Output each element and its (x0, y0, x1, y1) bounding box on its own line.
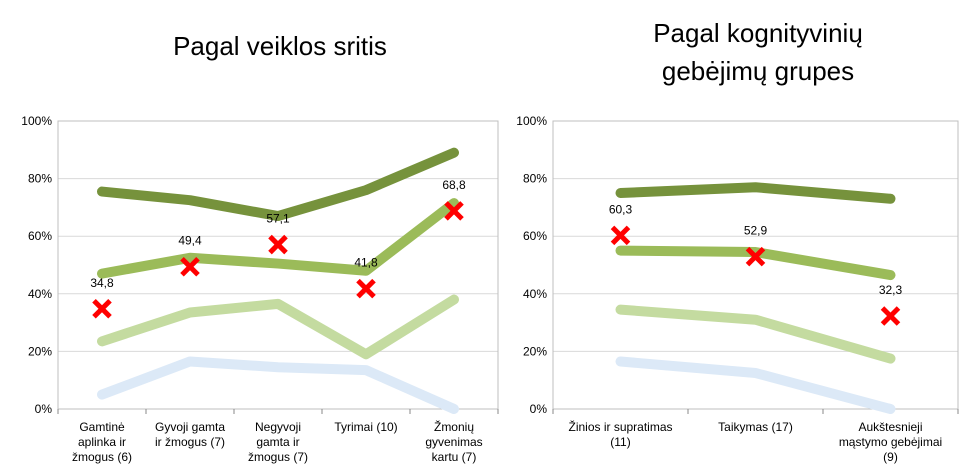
cross-stroke (880, 306, 901, 326)
cross-stroke (92, 299, 112, 319)
cross-marker (610, 225, 631, 246)
series-line (97, 198, 459, 279)
y-tick-label: 20% (28, 344, 52, 358)
cross-stroke (444, 201, 464, 221)
x-tick-label: Taikymas (17) (718, 420, 793, 434)
x-tick-label-line: gamta ir (256, 435, 299, 449)
x-tick-label: Gamtinė aplinka ir žmogus (6) (72, 420, 132, 464)
x-tick-label-line: (11) (610, 435, 630, 449)
series-line (615, 182, 896, 204)
x-tick-label-line: Žmonių (434, 419, 474, 434)
cross-marker (268, 234, 288, 255)
x-tick-label-line: Tyrimai (10) (334, 420, 397, 434)
cross-marker (880, 306, 901, 326)
x-tick-label: Aukštesnieji mąstymo gebėjimai (9) (839, 420, 942, 464)
y-tick-label: 0% (530, 402, 548, 416)
chart-title-line: gebėjimų grupes (662, 56, 854, 86)
data-label: 52,9 (744, 224, 768, 238)
series-line (97, 294, 459, 360)
y-tick-label: 60% (523, 229, 547, 243)
x-tick-label: Tyrimai (10) (334, 420, 397, 434)
series-line (97, 147, 459, 222)
cross-stroke (745, 246, 766, 267)
series-line (615, 356, 896, 414)
y-tick-label: 40% (523, 287, 547, 301)
y-tick-label: 100% (516, 114, 547, 128)
data-label: 41,8 (354, 256, 378, 270)
series-line (615, 304, 896, 364)
y-tick-label: 80% (28, 172, 52, 186)
x-tick-label-line: Gyvoji gamta (155, 420, 225, 434)
series-line (615, 245, 896, 281)
y-tick-label: 100% (21, 114, 52, 128)
x-tick-label-line: žmogus (7) (248, 450, 308, 464)
x-tick-label-line: Negyvoji (255, 420, 301, 434)
data-label: 32,3 (879, 283, 903, 297)
y-tick-label: 60% (28, 229, 52, 243)
x-tick-label-line: kartu (7) (432, 450, 477, 464)
cross-marker (180, 256, 200, 277)
x-tick-label: Žinios ir supratimas (11) (568, 419, 672, 449)
cross-stroke (268, 234, 288, 255)
x-tick-label: Negyvoji gamta ir žmogus (7) (248, 420, 308, 464)
data-label: 60,3 (609, 202, 633, 216)
cross-marker (356, 278, 376, 299)
series-line (97, 356, 459, 414)
cross-stroke (180, 256, 200, 277)
x-tick-label-line: ir žmogus (7) (155, 435, 225, 449)
data-label: 57,1 (266, 212, 290, 226)
cross-marker (92, 299, 112, 319)
y-tick-label: 0% (35, 402, 53, 416)
cross-stroke (610, 225, 631, 246)
x-tick-label-line: Taikymas (17) (718, 420, 793, 434)
x-tick-label-line: gyvenimas (425, 435, 482, 449)
x-tick-label-line: Aukštesnieji (858, 420, 922, 434)
x-tick-label: Žmonių gyvenimas kartu (7) (425, 419, 482, 464)
x-tick-label-line: žmogus (6) (72, 450, 132, 464)
y-tick-label: 20% (523, 344, 547, 358)
cross-stroke (356, 278, 376, 299)
x-tick-label-line: (9) (883, 450, 898, 464)
y-tick-label: 80% (523, 172, 547, 186)
chart-title-line: Pagal kognityvinių (653, 18, 863, 48)
data-label: 34,8 (90, 276, 114, 290)
chart-title: Pagal veiklos sritis (173, 31, 387, 61)
x-tick-label-line: Gamtinė (79, 420, 125, 434)
data-label: 68,8 (442, 178, 466, 192)
x-tick-label: Gyvoji gamta ir žmogus (7) (155, 420, 225, 449)
y-tick-label: 40% (28, 287, 52, 301)
data-label: 49,4 (178, 234, 202, 248)
x-tick-label-line: Žinios ir supratimas (568, 419, 672, 434)
cross-marker (444, 201, 464, 221)
x-tick-label-line: mąstymo gebėjimai (839, 435, 942, 449)
x-tick-label-line: aplinka ir (78, 435, 126, 449)
cross-marker (745, 246, 766, 267)
plot-frame (57, 120, 499, 410)
plot-frame (552, 120, 959, 410)
chart-title: Pagal kognityvinių gebėjimų grupes (653, 18, 863, 86)
